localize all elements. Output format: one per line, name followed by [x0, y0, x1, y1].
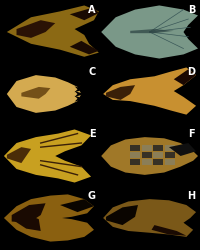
Polygon shape [17, 20, 55, 38]
Polygon shape [169, 143, 196, 156]
Text: G: G [88, 192, 96, 202]
Polygon shape [4, 194, 94, 242]
Polygon shape [75, 86, 84, 92]
Polygon shape [7, 6, 99, 57]
Polygon shape [4, 130, 91, 182]
Polygon shape [103, 68, 196, 115]
Polygon shape [152, 225, 186, 236]
Polygon shape [153, 145, 163, 151]
Text: F: F [188, 130, 195, 140]
Polygon shape [130, 159, 140, 165]
Polygon shape [174, 69, 196, 85]
Text: C: C [89, 68, 96, 78]
Text: E: E [89, 130, 96, 140]
Text: A: A [88, 6, 96, 16]
Polygon shape [21, 87, 50, 99]
Polygon shape [130, 152, 140, 158]
Text: H: H [187, 192, 195, 202]
Polygon shape [142, 152, 152, 158]
Polygon shape [165, 152, 175, 158]
Polygon shape [153, 152, 163, 158]
Polygon shape [165, 145, 175, 151]
Polygon shape [106, 85, 135, 100]
Polygon shape [130, 145, 140, 151]
Polygon shape [165, 159, 175, 165]
Polygon shape [75, 96, 84, 102]
Polygon shape [60, 199, 94, 212]
Polygon shape [70, 41, 99, 54]
Polygon shape [153, 159, 163, 165]
Polygon shape [7, 75, 81, 113]
Polygon shape [12, 215, 41, 231]
Polygon shape [7, 147, 31, 163]
Polygon shape [106, 205, 138, 225]
Text: D: D [187, 68, 195, 78]
Polygon shape [142, 159, 152, 165]
Polygon shape [103, 199, 196, 237]
Polygon shape [101, 6, 198, 59]
Polygon shape [142, 145, 152, 151]
Polygon shape [75, 91, 84, 97]
Polygon shape [101, 137, 198, 175]
Polygon shape [70, 7, 99, 20]
Text: B: B [188, 6, 195, 16]
Polygon shape [130, 29, 174, 33]
Polygon shape [12, 203, 46, 223]
